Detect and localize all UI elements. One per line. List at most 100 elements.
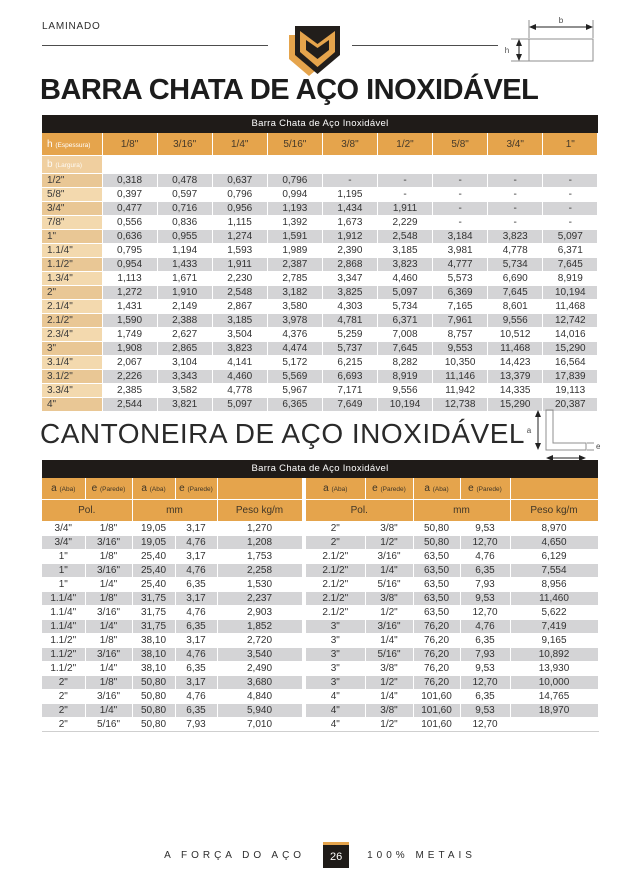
corner-header: h (Espessura) <box>42 133 103 156</box>
header-a-aba: a (Aba) <box>132 478 176 500</box>
table-cell: 4,376 <box>267 327 323 342</box>
table-cell: 3,17 <box>175 549 218 564</box>
table-cell: 4,76 <box>460 619 511 634</box>
table-cell: 1,392 <box>267 215 323 230</box>
table-cell: 5,573 <box>432 271 489 286</box>
table-cell: 1/8" <box>85 633 133 648</box>
table-cell: 38,10 <box>132 647 176 662</box>
table-cell: 5,172 <box>267 355 323 370</box>
header-mm: mm <box>132 499 218 522</box>
table-cell: 2,385 <box>102 383 158 398</box>
table-cell: 7,93 <box>460 647 511 662</box>
table-cell: 2.1/2" <box>306 563 366 578</box>
table-caption-bar: Barra Chata de Aço Inoxidável <box>42 460 598 478</box>
table-cell: 1,911 <box>212 257 268 272</box>
table-cell: 3,540 <box>217 647 303 662</box>
table-cell: 7,554 <box>510 563 599 578</box>
table-cell: 50,80 <box>132 675 176 690</box>
table-cell: 5/16" <box>365 577 414 592</box>
table-row: 1.1/4" 3/16" 31,75 4,76 2,903 2.1/2" 1/2" 63,50… <box>42 605 599 620</box>
table-cell: 2" <box>42 703 86 718</box>
table-cell: 20,387 <box>542 397 599 412</box>
row-header: 7/8" <box>42 215 103 230</box>
table-cell: 1.1/2" <box>42 647 86 662</box>
table-cell: 31,75 <box>132 605 176 620</box>
col-header: 1/4" <box>212 133 268 156</box>
table-cell: 2" <box>42 689 86 704</box>
table-cell: 5,097 <box>212 397 268 412</box>
row-header: 3/4" <box>42 201 103 216</box>
table-cell: 3/16" <box>85 605 133 620</box>
column-divider <box>302 619 306 634</box>
header-mm: mm <box>413 499 511 522</box>
table-cell: 6,35 <box>460 633 511 648</box>
table-cell: - <box>542 187 599 202</box>
header-pol: Pol. <box>42 499 133 522</box>
table-cell: 3,823 <box>487 229 544 244</box>
col-header: 1/2" <box>377 133 434 156</box>
table-cell: 3,17 <box>175 591 218 606</box>
table-cell: 4,303 <box>322 299 378 314</box>
table-cell: 1,593 <box>212 243 268 258</box>
row-group-header-row: b (Largura) <box>42 155 599 174</box>
table-cell: 4,650 <box>510 535 599 550</box>
table-cell: 7,649 <box>322 397 378 412</box>
table-cell: 1.1/2" <box>42 661 86 676</box>
table-cell: 3,343 <box>157 369 213 384</box>
table-cell: 1" <box>42 549 86 564</box>
table-cell: 8,919 <box>542 271 599 286</box>
table-cell: 50,80 <box>132 689 176 704</box>
table-cell: 101,60 <box>413 717 461 732</box>
footer-tagline-right: 100% METAIS <box>367 849 476 861</box>
table-cell: 1,912 <box>322 229 378 244</box>
table-cell: 0,597 <box>157 187 213 202</box>
table-cell: 17,839 <box>542 369 599 384</box>
table-cell: 38,10 <box>132 633 176 648</box>
table-cell: 7,961 <box>432 313 489 328</box>
row-header: 1.3/4" <box>42 271 103 286</box>
table-cell: 1.1/4" <box>42 619 86 634</box>
table-cell: 1,989 <box>267 243 323 258</box>
dimension-label-b: b <box>559 16 564 25</box>
table-cell: 7,93 <box>460 577 511 592</box>
column-divider <box>302 535 306 550</box>
header-e-parede: e (Parede) <box>85 478 133 500</box>
table-cell: 4,76 <box>175 647 218 662</box>
table-cell: 50,80 <box>132 717 176 732</box>
angle-weight-table: a (Aba) e (Parede) a (Aba) e (Parede) a … <box>42 478 599 732</box>
table-cell: 1/4" <box>365 633 414 648</box>
table-cell: 3/8" <box>365 661 414 676</box>
table-cell: 5,569 <box>267 369 323 384</box>
column-divider <box>302 521 306 536</box>
table-cell: 9,165 <box>510 633 599 648</box>
table-row: 2" 5/16" 50,80 7,93 7,010 4" 1/2" 101,60 12,70 <box>42 717 599 732</box>
table-cell: 6,35 <box>175 661 218 676</box>
header-a-aba: a (Aba) <box>306 478 366 500</box>
table-caption-bar: Barra Chata de Aço Inoxidável <box>42 115 598 133</box>
table-cell: 10,892 <box>510 647 599 662</box>
header-a-aba: a (Aba) <box>42 478 86 500</box>
table-cell: 1,910 <box>157 285 213 300</box>
table-cell: 31,75 <box>132 591 176 606</box>
table-cell: 7,93 <box>175 717 218 732</box>
table-row: 2" 1/4" 50,80 6,35 5,940 4" 3/8" 101,60 9,53 18,9… <box>42 703 599 718</box>
table-row: 1/2" 0,318 0,478 0,637 0,796- - - - - <box>42 173 599 188</box>
table-cell: 1,193 <box>267 201 323 216</box>
table-cell: 2,237 <box>217 591 303 606</box>
table-cell: 0,637 <box>212 173 268 188</box>
table-cell: 1,671 <box>157 271 213 286</box>
table-cell: 3" <box>306 675 366 690</box>
header-empty <box>217 478 303 500</box>
dimension-label-a-vertical: a <box>527 426 532 435</box>
table-cell: 50,80 <box>413 535 461 550</box>
table-cell: 101,60 <box>413 703 461 718</box>
col-header: 1" <box>542 133 599 156</box>
table-cell: 1,270 <box>217 521 303 536</box>
table-cell: 7,008 <box>377 327 434 342</box>
table-cell: 4" <box>306 689 366 704</box>
flat-bar-weight-table: h (Espessura) 1/8" 3/16" 1/4" 5/16" 3/8" 1/2"… <box>42 133 599 412</box>
table-row: 3" 1,908 2,865 3,823 4,474 5,737 7,645 9,553 11,… <box>42 341 599 356</box>
table-cell: 2.1/2" <box>306 591 366 606</box>
table-cell: 5,734 <box>377 299 434 314</box>
